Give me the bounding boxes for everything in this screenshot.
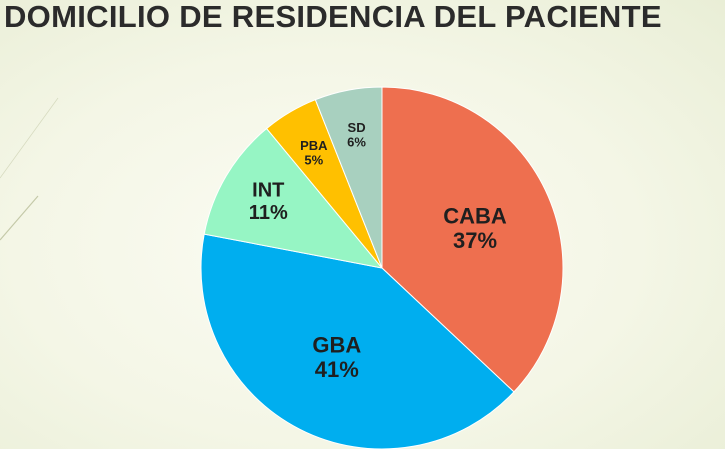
slice-value-gba: 41% — [315, 357, 359, 382]
slide-title: DOMICILIO DE RESIDENCIA DEL PACIENTE — [4, 0, 662, 34]
slice-value-sd: 6% — [347, 135, 366, 150]
slice-value-pba: 5% — [304, 153, 323, 168]
slice-value-int: 11% — [249, 202, 288, 224]
pie-slice-int — [203, 127, 384, 269]
slice-label-gba: GBA — [312, 332, 361, 357]
slice-label-pba: PBA — [300, 138, 328, 153]
slice-label-sd: SD — [348, 120, 366, 135]
pie-slice-gba — [200, 233, 515, 449]
pie-slice-caba — [381, 86, 564, 393]
slice-label-caba: CABA — [443, 203, 507, 228]
slice-value-caba: 37% — [453, 228, 497, 253]
slice-label-int: INT — [252, 180, 284, 202]
pie-slice-sd — [314, 86, 383, 269]
